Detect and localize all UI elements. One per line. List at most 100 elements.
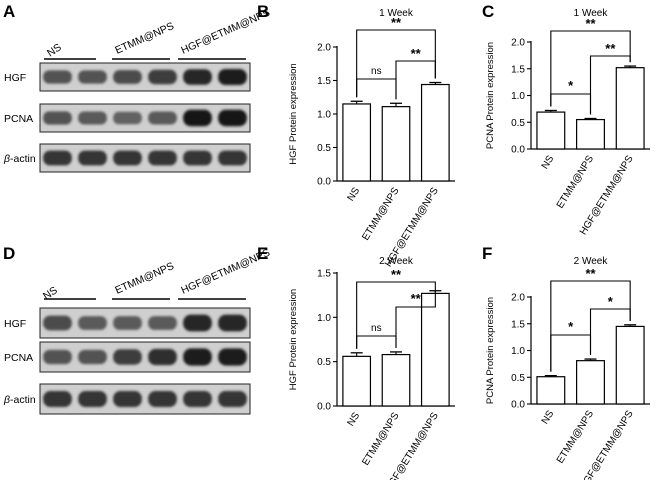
panel-letter-c: C — [482, 2, 495, 21]
chart-e-sig-bracket — [395, 286, 436, 348]
chart-f-x-tick-label: ETMM@NPS — [555, 408, 596, 465]
chart-e-y-tick-label: 0.0 — [317, 402, 331, 413]
panel-letter-b: B — [257, 2, 270, 21]
chart-e-sig-label: ** — [391, 267, 402, 282]
blot-a-band — [218, 68, 247, 86]
chart-c-sig-label: * — [568, 78, 574, 93]
chart-e-bar — [381, 353, 411, 407]
chart-f-y-tick-label: 0.0 — [511, 400, 525, 411]
chart-f-y-tick-label: 0.5 — [511, 373, 525, 384]
blot-a-band — [148, 150, 177, 166]
chart-e-x-tick-label: ETMM@NPS — [360, 410, 401, 467]
chart-c-y-tick-label: 1.0 — [511, 91, 525, 102]
blot-a-row-label: HGF — [4, 72, 26, 84]
blot-d-membrane — [39, 307, 251, 339]
chart-e-y-tick-label: 1.0 — [317, 313, 331, 324]
blot-d-band — [113, 316, 142, 330]
chart-f-bar — [536, 376, 566, 405]
blot-d-membrane — [39, 341, 251, 373]
blot-d-band — [183, 348, 212, 366]
chart-f-y-tick-label: 2.0 — [511, 293, 525, 304]
blot-a-row-label: PCNA — [4, 113, 33, 125]
blot-a-band — [183, 109, 212, 127]
blot-d-band — [78, 391, 107, 407]
chart-e-title: 2 Week — [379, 256, 414, 267]
panel-letter-d: D — [3, 244, 16, 263]
chart-c-y-tick-label: 0.0 — [511, 145, 525, 156]
blot-d-band — [113, 349, 142, 365]
blot-a-band — [218, 109, 247, 127]
blot-a-band — [43, 111, 72, 125]
blot-a-membrane — [39, 62, 251, 92]
chart-c-title: 1 Week — [574, 8, 609, 19]
blot-d-band — [78, 349, 107, 365]
panel-letter-a: A — [3, 2, 16, 21]
chart-b-sig-bracket — [356, 29, 436, 98]
blot-d-row-label: β-actin — [3, 394, 36, 406]
blot-a-band — [43, 70, 72, 84]
blot-d-band — [43, 391, 72, 407]
chart-b-y-label: HGF Protein expression — [288, 63, 299, 164]
blot-a-band — [148, 111, 177, 125]
blot-a-group-label: HGF@ETMM@NPS — [179, 7, 272, 57]
chart-e-y-tick-label: 0.5 — [317, 357, 331, 368]
chart-c-y-label: PCNA Protein expression — [485, 42, 496, 149]
blot-a-band — [113, 111, 142, 125]
blot-d-band — [113, 391, 142, 407]
blot-a-band — [43, 150, 72, 166]
chart-b-x-tick-label: ETMM@NPS — [360, 185, 401, 242]
blot-d-band — [218, 391, 247, 407]
blot-a-group-label: ETMM@NPS — [113, 20, 176, 57]
chart-b-y-tick-label: 2.0 — [317, 43, 331, 54]
chart-f-sig-bracket — [550, 280, 631, 372]
chart-c-sig-bracket — [550, 93, 592, 115]
chart-f-sig-bracket — [550, 334, 592, 372]
chart-e-y-label: HGF Protein expression — [288, 289, 299, 390]
blot-a-band — [183, 150, 212, 166]
chart-f-x-tick-label: NS — [540, 408, 557, 426]
chart-c-bar — [536, 111, 566, 150]
chart-c-x-tick-label: NS — [540, 153, 557, 171]
chart-b-bar — [342, 103, 372, 182]
chart-b-y-tick-label: 0.0 — [317, 177, 331, 188]
blot-a-band — [183, 69, 212, 85]
chart-c-sig-label: ** — [585, 16, 596, 31]
blot-d-band — [218, 348, 247, 366]
chart-f-title: 2 Week — [574, 256, 609, 267]
blot-d-row-label: PCNA — [4, 352, 33, 364]
chart-c-y-tick-label: 1.5 — [511, 64, 525, 75]
chart-b-y-tick-label: 1.0 — [317, 110, 331, 121]
chart-e-bar — [420, 292, 450, 407]
chart-c-x-tick-label: ETMM@NPS — [555, 153, 596, 210]
blot-a-membrane — [39, 103, 251, 133]
blot-d-band — [183, 314, 212, 332]
chart-e-sig-bracket — [356, 281, 436, 349]
chart-b-sig-bracket — [356, 78, 397, 100]
blot-d-band — [43, 349, 72, 365]
chart-e-bar — [342, 355, 372, 407]
chart-f-sig-label: * — [608, 294, 614, 309]
blot-d-row-label: HGF — [4, 318, 26, 330]
chart-e-sig-label: ** — [411, 291, 422, 306]
panel-letter-e: E — [257, 244, 269, 263]
chart-b-sig-label: ns — [371, 66, 382, 77]
chart-c-y-tick-label: 0.5 — [511, 118, 525, 129]
blot-a-group-label: NS — [45, 41, 64, 59]
blot-d-band — [183, 391, 212, 407]
chart-b-sig-label: ** — [391, 15, 402, 30]
chart-e-sig-label: ns — [371, 323, 382, 334]
blot-d-group-label: HGF@ETMM@NPS — [179, 247, 272, 297]
chart-f-bar — [615, 325, 645, 405]
chart-c-sig-label: ** — [605, 41, 616, 56]
chart-e-x-tick-label: NS — [346, 410, 363, 428]
blot-a-band — [148, 69, 177, 85]
chart-f-sig-bracket — [589, 308, 631, 356]
blot-a-membrane — [39, 143, 251, 173]
blot-a-band — [113, 70, 142, 84]
blot-d-membrane — [39, 383, 251, 415]
blot-a-band — [78, 70, 107, 84]
blot-d-group-label: ETMM@NPS — [113, 260, 176, 297]
chart-e-sig-bracket — [356, 335, 397, 349]
